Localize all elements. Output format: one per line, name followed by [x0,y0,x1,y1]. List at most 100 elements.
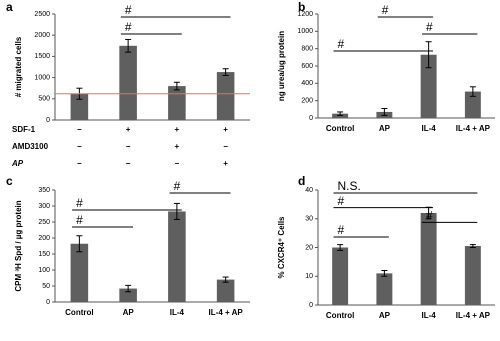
x-tick-label: Control [326,311,354,320]
y-tick-label: 150 [38,251,50,258]
y-tick-label: 400 [301,80,313,87]
significance-label: # [426,20,433,34]
error-bar [469,244,476,248]
bar [464,246,481,305]
table-cell: + [126,125,131,134]
error-bar [222,276,229,283]
panel-label: b [298,0,305,14]
x-tick-label: IL-4 [422,124,437,133]
y-axis-label: % CXCR4⁺ Cells [277,216,286,279]
significance-label: # [426,209,433,223]
table-cell: + [223,125,228,134]
significance-label: # [174,179,181,193]
y-tick-label: 800 [301,46,313,53]
panel-label: d [298,174,305,188]
significance-label: # [337,223,344,237]
error-bar [425,41,432,69]
significance-label: # [76,213,83,227]
significance-label: # [337,194,344,208]
y-tick-label: 50 [42,283,50,290]
table-cell: − [77,142,82,151]
significance-label: # [337,37,344,51]
table-cell: − [126,159,131,168]
y-tick-label: 2500 [34,11,50,18]
x-tick-label: AP [123,308,135,317]
y-tick-label: 2000 [34,32,50,39]
x-tick-label: IL-4 + AP [456,124,491,133]
y-tick-label: 1200 [297,11,313,18]
x-tick-label: IL-4 [422,311,437,320]
y-tick-label: 300 [38,203,50,210]
y-tick-label: 1500 [34,53,50,60]
y-tick-label: 20 [305,244,313,251]
x-tick-label: AP [379,311,391,320]
x-tick-label: IL-4 + AP [456,311,491,320]
y-axis-label: ng urea/ug protein [277,31,286,101]
x-tick-label: IL-4 [170,308,185,317]
error-bar [381,270,388,277]
table-row-label: AP [11,159,24,168]
error-bar [222,68,229,76]
bar [119,288,137,302]
bar [70,93,89,120]
y-tick-label: 200 [38,235,50,242]
y-tick-label: 0 [309,302,313,309]
error-bar [125,284,132,293]
significance-label: # [125,20,132,34]
error-bar [125,38,132,53]
y-tick-label: 250 [38,219,50,226]
y-axis-label: # migrated cells [14,36,23,97]
bar [168,86,186,120]
bar [420,54,437,118]
bar [119,45,137,120]
table-row-label: SDF-1 [12,125,36,134]
table-cell: − [77,125,82,134]
bar [376,273,393,305]
y-axis-label: CPM ³H Spd / µg protein [14,200,23,291]
y-tick-label: 0 [46,117,50,124]
significance-label: # [76,196,83,210]
bar [168,211,186,302]
table-cell: + [175,125,180,134]
bar [216,279,235,302]
error-bar [469,86,476,97]
bar [464,91,481,118]
bar [70,243,89,302]
bar [420,213,437,305]
y-tick-label: 100 [38,267,50,274]
table-cell: − [175,159,180,168]
x-tick-label: IL-4 + AP [209,308,244,317]
error-bar [76,235,83,253]
y-tick-label: 1000 [297,28,313,35]
table-cell: − [223,142,228,151]
panel-label: c [6,174,13,188]
bar [216,72,235,120]
y-tick-label: 10 [305,273,313,280]
significance-label: N.S. [337,179,360,193]
table-cell: − [77,159,82,168]
bar [332,247,349,305]
panel-label: a [6,0,13,14]
significance-label: # [382,3,389,17]
x-tick-label: AP [379,124,391,133]
y-tick-label: 1000 [34,74,50,81]
error-bar [381,107,388,116]
error-bar [337,244,344,251]
table-cell: + [223,159,228,168]
table-cell: − [126,142,131,151]
y-tick-label: 0 [46,299,50,306]
y-tick-label: 0 [309,115,313,122]
y-tick-label: 40 [305,187,313,194]
table-row-label: AMD3100 [12,142,49,151]
error-bar [173,202,180,220]
error-bar [337,111,344,116]
table-cell: + [175,142,180,151]
significance-label: # [125,3,132,17]
error-bar [173,81,180,91]
y-tick-label: 200 [301,98,313,105]
y-tick-label: 30 [305,216,313,223]
y-tick-label: 600 [301,63,313,70]
y-tick-label: 500 [38,96,50,103]
y-tick-label: 350 [38,187,50,194]
x-tick-label: Control [65,308,93,317]
